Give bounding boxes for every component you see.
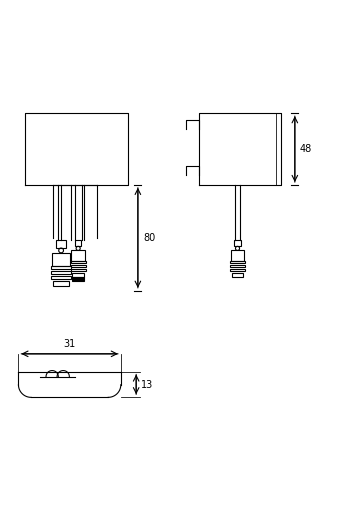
Text: 48: 48 <box>300 144 312 154</box>
Bar <box>235 240 240 246</box>
Bar <box>53 281 69 285</box>
Bar <box>51 276 71 279</box>
Text: 31: 31 <box>64 340 76 349</box>
Text: 13: 13 <box>141 380 153 389</box>
Bar <box>52 253 71 266</box>
Bar <box>75 240 81 246</box>
Bar <box>51 271 71 274</box>
Bar <box>230 269 245 271</box>
Bar <box>232 273 243 277</box>
Bar <box>72 273 84 277</box>
Bar <box>231 251 244 261</box>
Bar <box>71 251 85 261</box>
Bar <box>230 261 245 263</box>
Bar <box>56 240 66 248</box>
Bar <box>230 265 245 267</box>
Bar <box>51 266 71 269</box>
Bar <box>71 269 86 271</box>
Bar <box>71 265 86 267</box>
Bar <box>71 261 86 263</box>
Bar <box>72 277 84 281</box>
Text: 80: 80 <box>143 233 155 243</box>
